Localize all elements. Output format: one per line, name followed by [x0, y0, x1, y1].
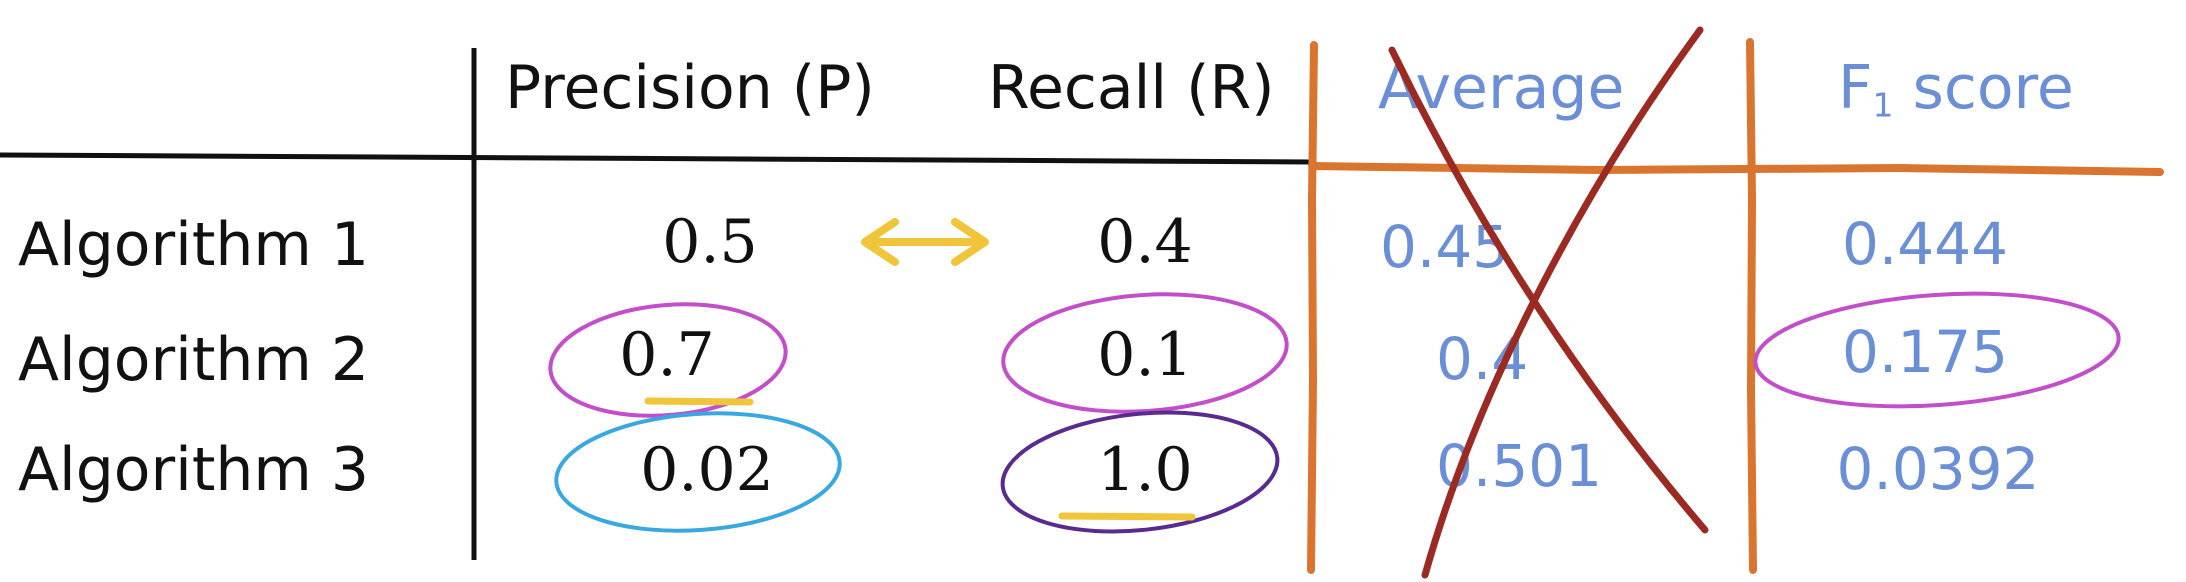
cell-precision-2: 0.7: [619, 320, 715, 390]
cell-average-2: 0.4: [1436, 325, 1529, 393]
f1-letter: F: [1838, 53, 1873, 123]
cell-precision-1: 0.5: [662, 207, 758, 277]
orange-vertical-line-left: [1307, 41, 1318, 574]
header-divider-line: [0, 152, 1311, 165]
underline-precision-2: [644, 397, 754, 406]
header-precision: Precision (P): [505, 53, 875, 123]
orange-horizontal-line: [1308, 162, 2164, 176]
row-label-algorithm-1: Algorithm 1: [18, 210, 370, 280]
cell-recall-1: 0.4: [1097, 207, 1193, 277]
cell-f1-2: 0.175: [1841, 318, 2009, 386]
underline-recall-3: [1058, 512, 1196, 521]
cell-average-1: 0.45: [1380, 213, 1510, 281]
header-average: Average: [1378, 53, 1625, 123]
cell-recall-3: 1.0: [1097, 435, 1193, 505]
row-label-algorithm-3: Algorithm 3: [18, 435, 370, 505]
orange-vertical-line-right: [1746, 38, 1757, 574]
f1-subscript: 1: [1872, 85, 1894, 125]
header-recall: Recall (R): [988, 53, 1275, 123]
cell-f1-1: 0.444: [1841, 210, 2009, 278]
cell-average-3: 0.501: [1436, 432, 1603, 500]
row-label-algorithm-2: Algorithm 2: [18, 325, 370, 395]
header-f1-score: F1 score: [1838, 58, 2074, 121]
f1-suffix: score: [1893, 53, 2074, 123]
cell-recall-2: 0.1: [1097, 320, 1193, 390]
cell-f1-3: 0.0392: [1836, 435, 2040, 503]
double-arrow-icon: [861, 218, 989, 266]
cell-precision-3: 0.02: [640, 435, 774, 505]
